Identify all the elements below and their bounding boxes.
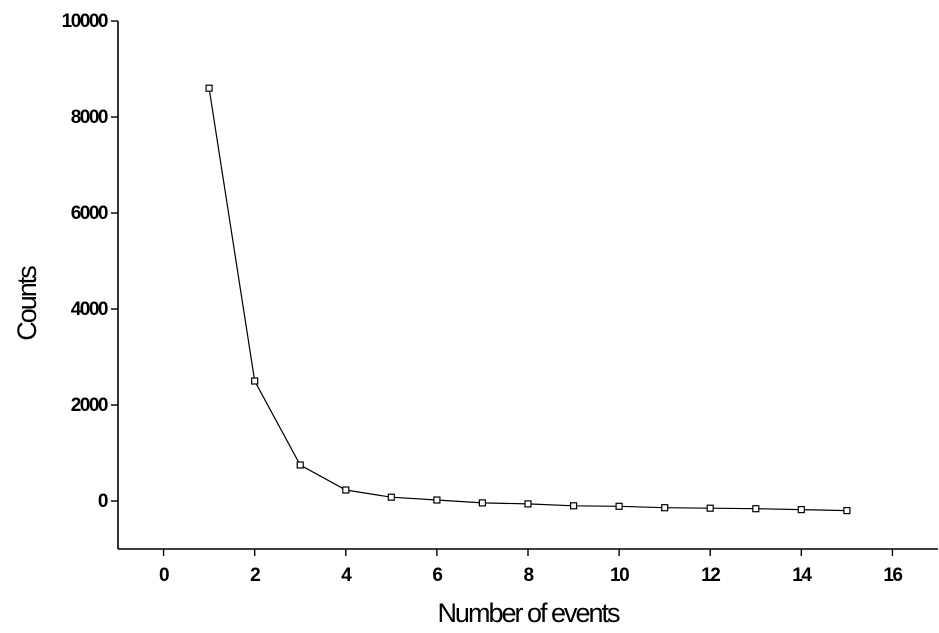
x-tick-label: 14 — [792, 565, 812, 586]
data-point — [342, 486, 350, 494]
y-tick-label: 6000 — [71, 203, 108, 224]
data-point — [296, 461, 304, 469]
data-point — [843, 507, 851, 515]
data-point — [478, 499, 486, 507]
x-tick-label: 0 — [159, 565, 169, 586]
x-tick-label: 8 — [523, 565, 533, 586]
data-point — [706, 504, 714, 512]
x-axis-title: Number of events — [437, 598, 620, 628]
data-point — [752, 505, 760, 513]
data-point — [797, 506, 805, 514]
data-point — [661, 504, 669, 512]
data-point — [569, 502, 578, 510]
x-tick-label: 2 — [250, 565, 260, 586]
y-tick-label: 10000 — [62, 11, 108, 32]
data-point — [524, 500, 532, 508]
data-point — [387, 493, 395, 501]
x-tick-label: 12 — [701, 565, 720, 586]
x-tick-label: 10 — [610, 565, 629, 586]
ticks: 0 2 4 6 8 10 12 14 16 0 2000 4000 6000 8000 10000 — [62, 11, 904, 586]
series-counts — [205, 84, 851, 515]
x-tick-label: 6 — [432, 565, 442, 586]
data-point — [251, 377, 259, 385]
y-tick-label: 8000 — [71, 107, 108, 128]
y-tick-label: 2000 — [71, 395, 108, 416]
x-tick-label: 4 — [341, 565, 352, 586]
x-tick-label: 16 — [883, 565, 902, 586]
data-point — [205, 84, 213, 92]
y-tick-label: 0 — [98, 491, 108, 512]
data-point — [433, 496, 441, 504]
y-tick-label: 4000 — [71, 299, 108, 320]
data-point — [615, 502, 623, 510]
axes — [117, 21, 938, 550]
y-axis-title: Counts — [12, 266, 42, 341]
series-line — [208, 88, 847, 512]
